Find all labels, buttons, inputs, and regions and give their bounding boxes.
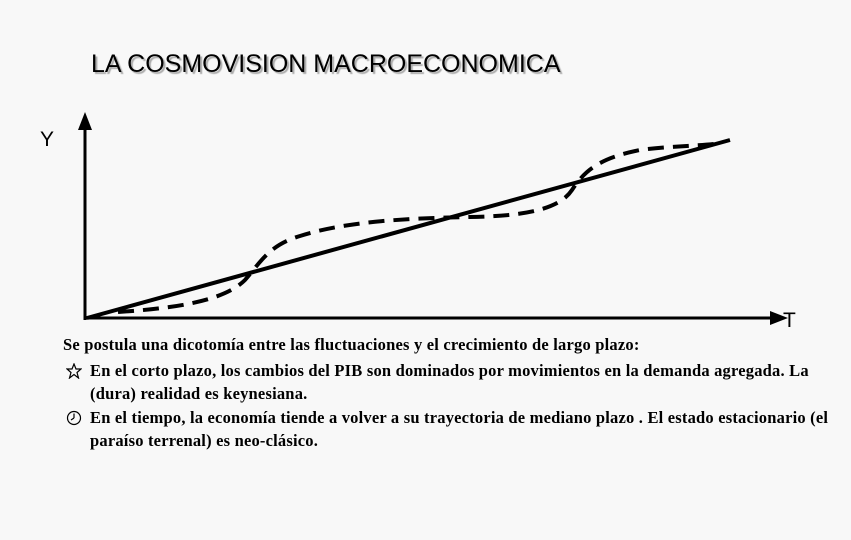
- cycle-curve: [117, 141, 723, 314]
- intro-text: Se postula una dicotomía entre las fluct…: [63, 335, 640, 354]
- y-axis-label: Y: [40, 128, 54, 151]
- bullet-text: En el corto plazo, los cambios del PIB s…: [90, 361, 809, 403]
- x-axis-label: T: [783, 309, 796, 330]
- diagram: Y T: [40, 112, 796, 330]
- star-icon: [66, 363, 82, 379]
- x-arrow: [770, 311, 788, 325]
- clock-icon: [66, 410, 82, 426]
- slide-title: LA COSMOVISION MACROECONOMICA: [91, 50, 561, 78]
- y-arrow: [78, 112, 92, 130]
- trend-line: [86, 138, 731, 320]
- bullet-text: En el tiempo, la economía tiende a volve…: [90, 408, 829, 450]
